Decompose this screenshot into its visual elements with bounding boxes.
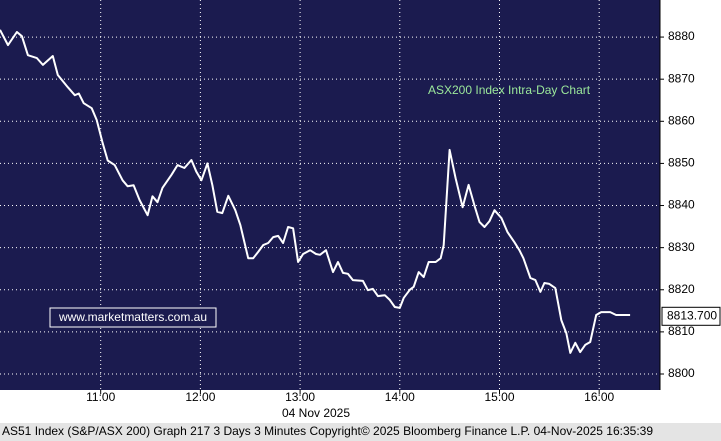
x-tick-label: 14:00 xyxy=(385,390,415,404)
y-tick-label: 8870 xyxy=(668,71,695,85)
y-tick-label: 8820 xyxy=(668,282,695,296)
watermark-box xyxy=(49,307,217,328)
y-tick-label: 8880 xyxy=(668,29,695,43)
y-tick-label: 8810 xyxy=(668,324,695,338)
y-tick-label: 8860 xyxy=(668,113,695,127)
last-price-label: 8813.700 xyxy=(667,308,717,322)
last-price-box xyxy=(661,306,721,326)
footer: AS51 Index (S&P/ASX 200) Graph 217 3 Day… xyxy=(2,424,653,438)
y-tick-label: 8830 xyxy=(668,240,695,254)
plot-area xyxy=(0,0,660,390)
x-tick-label: 11:00 xyxy=(86,390,115,404)
price-line xyxy=(0,29,631,354)
footer-bar xyxy=(0,423,721,441)
x-tick-label: 15:00 xyxy=(484,390,514,404)
y-tick-label: 8840 xyxy=(668,198,695,212)
x-tick-label: 12:00 xyxy=(185,390,215,404)
annotation: ASX200 Index Intra-Day Chart xyxy=(428,83,591,97)
x-axis-label: 04 Nov 2025 xyxy=(282,406,350,420)
watermark: www.marketmatters.com.au xyxy=(58,310,207,324)
x-tick-label: 16:00 xyxy=(584,390,614,404)
y-tick-label: 8800 xyxy=(668,366,695,380)
x-tick-label: 13:00 xyxy=(285,390,315,404)
y-tick-label: 8850 xyxy=(668,156,695,170)
